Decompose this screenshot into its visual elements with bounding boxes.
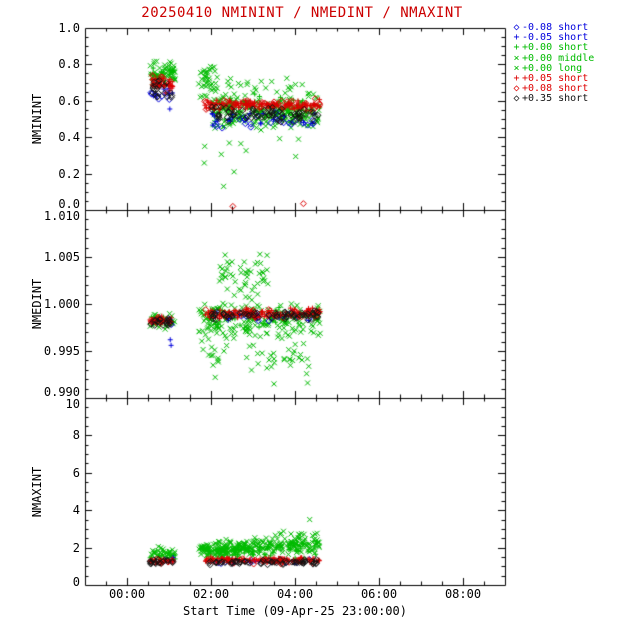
x-marker-icon: × <box>513 62 520 74</box>
plus-marker-icon: + <box>513 73 520 85</box>
y-tick-label: 0.8 <box>58 57 80 72</box>
y-tick-label: 1.005 <box>43 250 80 264</box>
y-tick-label: 8 <box>72 428 80 443</box>
y-tick-label: 0.995 <box>43 344 80 358</box>
legend-label: -0.08 short <box>522 22 589 33</box>
diamond-marker-icon: ◇ <box>513 83 520 95</box>
y-tick-label: 1.0 <box>58 21 80 35</box>
legend-entry: ◇ +0.08 short <box>511 84 594 94</box>
x-tick-label: 04:00 <box>276 587 314 601</box>
legend-label: +0.00 long <box>522 62 583 74</box>
plot-title: 20250410 NMININT / NMEDINT / NMAXINT <box>141 5 463 21</box>
y-tick-label: 0.4 <box>58 130 80 145</box>
plus-marker-icon: + <box>513 32 520 44</box>
x-marker-icon: × <box>513 52 520 64</box>
y-tick-label: 1.000 <box>43 297 80 311</box>
legend-entry: + +0.00 short <box>511 43 594 53</box>
diamond-marker-icon: ◇ <box>513 93 520 105</box>
y-tick-label: 1.010 <box>43 209 80 223</box>
legend-entry: + +0.05 short <box>511 73 594 85</box>
legend-entry: ◇ -0.08 short <box>511 22 594 33</box>
x-tick-label: 00:00 <box>108 587 146 601</box>
legend-label: -0.05 short <box>522 32 589 44</box>
y-tick-label: 4 <box>72 503 80 518</box>
x-tick-label: 08:00 <box>444 587 482 601</box>
legend-entry: × +0.00 middle <box>511 52 595 64</box>
legend-label: +0.00 middle <box>522 52 595 64</box>
y-tick-label: 0.0 <box>58 197 80 211</box>
y-tick-label: 0.990 <box>43 385 80 399</box>
y-tick-label: 0 <box>72 575 80 589</box>
y-tick-label: 6 <box>72 465 80 480</box>
legend-label: +0.00 short <box>522 42 589 54</box>
legend-entry: + -0.05 short <box>511 32 594 44</box>
legend-label: +0.35 short <box>522 93 589 105</box>
y-tick-label: 0.6 <box>58 93 80 108</box>
diamond-marker-icon: ◇ <box>513 22 520 33</box>
y-tick-label: 0.2 <box>58 166 80 181</box>
y-tick-label: 2 <box>72 540 80 555</box>
legend-entry: × +0.00 long <box>511 62 594 74</box>
legend-entry: ◇ +0.35 short <box>511 94 594 104</box>
legend-label: +0.05 short <box>522 73 589 85</box>
x-tick-label: 06:00 <box>360 587 398 601</box>
plus-marker-icon: + <box>513 42 520 54</box>
legend-label: +0.08 short <box>522 83 589 95</box>
y-tick-label: 10 <box>65 397 80 411</box>
x-axis-label: Start Time (09-Apr-25 23:00:00) <box>183 604 407 618</box>
legend: ◇ -0.08 short + -0.05 short + +0.00 short × +0.… <box>511 22 595 105</box>
x-tick-label: 02:00 <box>192 587 230 601</box>
